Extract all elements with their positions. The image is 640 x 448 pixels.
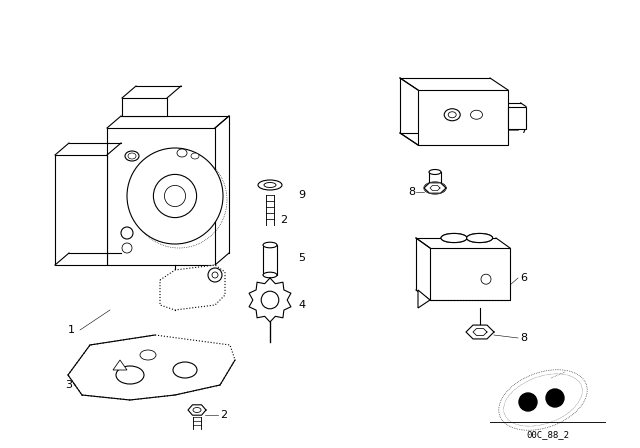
Text: 5: 5 xyxy=(298,253,305,263)
Circle shape xyxy=(164,185,186,207)
Ellipse shape xyxy=(140,350,156,360)
Ellipse shape xyxy=(173,362,197,378)
Polygon shape xyxy=(160,265,225,310)
Circle shape xyxy=(208,268,222,282)
Text: 9: 9 xyxy=(298,190,305,200)
Polygon shape xyxy=(418,90,508,145)
Polygon shape xyxy=(418,290,430,308)
Text: 2: 2 xyxy=(220,410,227,420)
Polygon shape xyxy=(430,248,510,300)
Text: 7: 7 xyxy=(520,125,527,135)
Text: 2: 2 xyxy=(280,215,287,225)
Polygon shape xyxy=(249,278,291,322)
Polygon shape xyxy=(188,405,206,415)
Ellipse shape xyxy=(429,169,441,175)
Text: 1: 1 xyxy=(68,325,75,335)
Ellipse shape xyxy=(193,408,201,413)
Ellipse shape xyxy=(177,149,187,157)
Ellipse shape xyxy=(467,233,493,242)
Ellipse shape xyxy=(424,182,446,194)
Circle shape xyxy=(121,227,133,239)
Ellipse shape xyxy=(470,110,483,119)
Polygon shape xyxy=(55,155,107,265)
Polygon shape xyxy=(424,183,446,193)
Circle shape xyxy=(154,174,196,218)
Polygon shape xyxy=(466,325,494,339)
Text: 8: 8 xyxy=(408,187,415,197)
Polygon shape xyxy=(508,107,526,129)
Ellipse shape xyxy=(467,233,493,242)
Ellipse shape xyxy=(444,109,460,121)
Ellipse shape xyxy=(128,153,136,159)
Ellipse shape xyxy=(264,182,276,188)
Ellipse shape xyxy=(263,272,277,278)
Polygon shape xyxy=(113,360,127,370)
Ellipse shape xyxy=(441,233,467,242)
Circle shape xyxy=(127,148,223,244)
Text: 6: 6 xyxy=(520,273,527,283)
Text: 00C_88_2: 00C_88_2 xyxy=(527,431,570,439)
Polygon shape xyxy=(122,98,167,116)
Circle shape xyxy=(212,272,218,278)
Ellipse shape xyxy=(258,180,282,190)
Ellipse shape xyxy=(191,153,199,159)
Ellipse shape xyxy=(125,151,139,161)
Circle shape xyxy=(519,393,537,411)
Polygon shape xyxy=(68,335,235,400)
Ellipse shape xyxy=(448,112,456,118)
Circle shape xyxy=(546,389,564,407)
Text: 4: 4 xyxy=(298,300,305,310)
Ellipse shape xyxy=(116,366,144,384)
Circle shape xyxy=(261,291,279,309)
Text: 8: 8 xyxy=(520,333,527,343)
Polygon shape xyxy=(107,128,215,265)
Ellipse shape xyxy=(441,233,467,242)
Circle shape xyxy=(481,274,491,284)
Ellipse shape xyxy=(263,242,277,248)
Text: 3: 3 xyxy=(65,380,72,390)
Polygon shape xyxy=(263,245,277,275)
Circle shape xyxy=(122,243,132,253)
